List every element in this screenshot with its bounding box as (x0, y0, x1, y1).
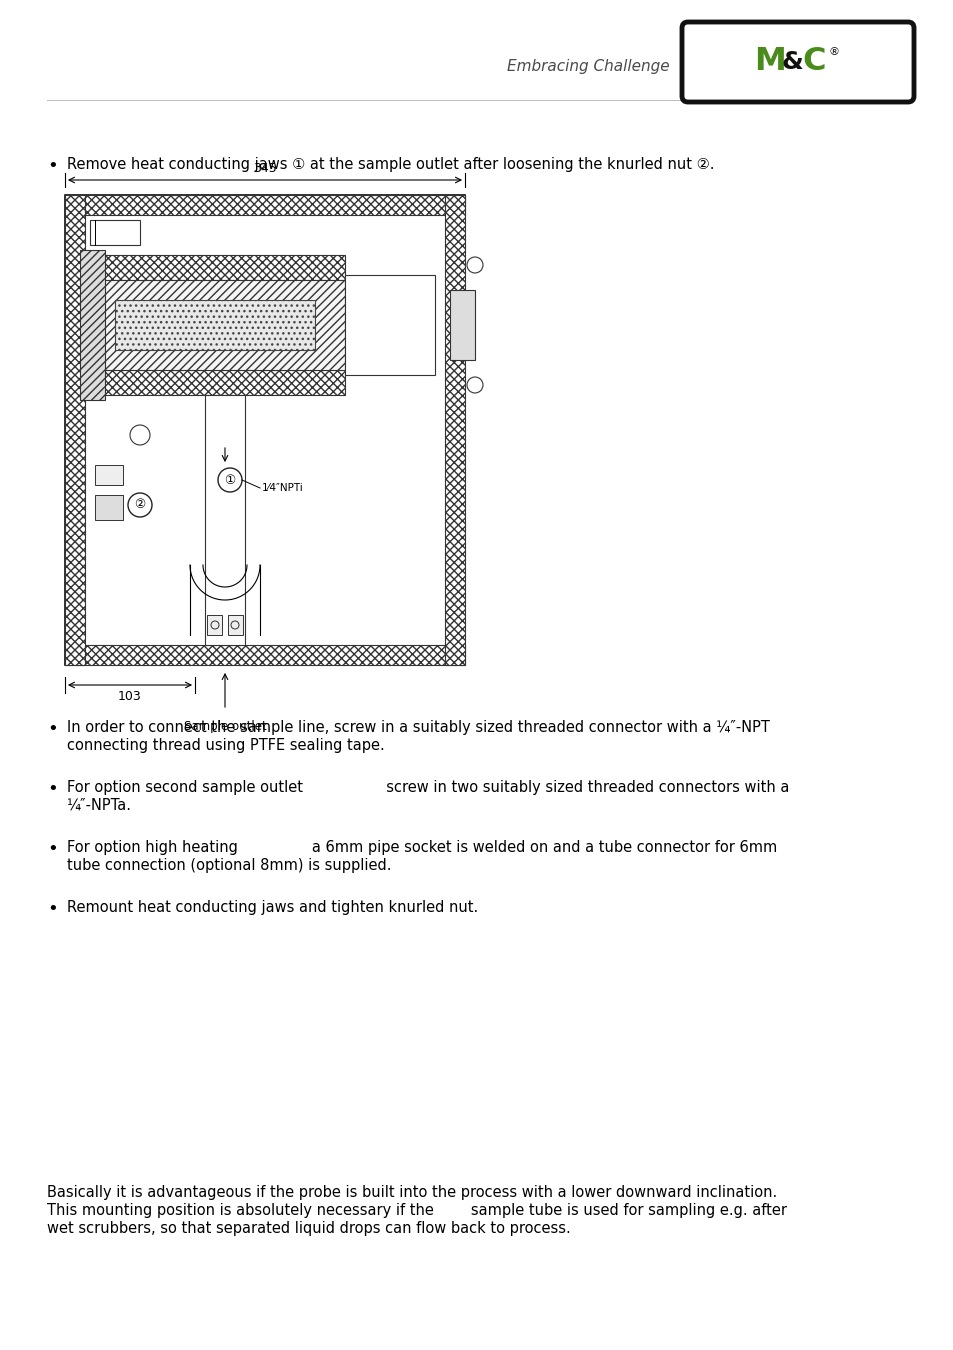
Text: •: • (47, 840, 58, 859)
Text: 103: 103 (118, 690, 142, 703)
Bar (444, 194, 464, 666)
Bar (95, 464, 123, 485)
Bar (345, 275, 435, 375)
Text: ®: ® (827, 47, 839, 57)
Text: M: M (753, 46, 785, 77)
Bar (115, 300, 314, 350)
Text: wet scrubbers, so that separated liquid drops can flow back to process.: wet scrubbers, so that separated liquid … (47, 1220, 570, 1237)
Text: ②: ② (134, 498, 146, 512)
Bar (85, 370, 345, 396)
Bar (205, 396, 245, 645)
Text: C: C (801, 46, 825, 77)
Text: connecting thread using PTFE sealing tape.: connecting thread using PTFE sealing tap… (67, 738, 384, 753)
Text: •: • (47, 900, 58, 918)
Text: Embracing Challenge: Embracing Challenge (507, 59, 669, 74)
Bar (85, 255, 345, 279)
Bar (80, 250, 105, 400)
Bar (65, 645, 464, 666)
Text: tube connection (optional 8mm) is supplied.: tube connection (optional 8mm) is suppli… (67, 859, 391, 873)
FancyBboxPatch shape (681, 22, 913, 103)
Text: ①: ① (224, 474, 235, 486)
Text: 1⁄4″NPTi: 1⁄4″NPTi (262, 483, 303, 493)
Bar (207, 616, 222, 634)
Text: 345: 345 (253, 162, 276, 176)
Text: &: & (781, 50, 802, 74)
Circle shape (467, 256, 482, 273)
Bar (65, 194, 85, 666)
Text: This mounting position is absolutely necessary if the        sample tube is used: This mounting position is absolutely nec… (47, 1203, 786, 1218)
Text: Remove heat conducting jaws ① at the sample outlet after loosening the knurled n: Remove heat conducting jaws ① at the sam… (67, 157, 714, 171)
Bar (228, 616, 243, 634)
Bar (90, 220, 140, 244)
Text: •: • (47, 157, 58, 176)
Text: Remount heat conducting jaws and tighten knurled nut.: Remount heat conducting jaws and tighten… (67, 900, 477, 915)
Text: •: • (47, 720, 58, 738)
Text: Sample outlet: Sample outlet (183, 720, 266, 733)
Text: In order to connect the sample line, screw in a suitably sized threaded connecto: In order to connect the sample line, scr… (67, 720, 769, 734)
Text: •: • (47, 780, 58, 798)
Text: ¼″-NPTa.: ¼″-NPTa. (67, 798, 132, 813)
Text: For option second sample outlet                  screw in two suitably sized thr: For option second sample outlet screw in… (67, 780, 788, 795)
Circle shape (467, 377, 482, 393)
Text: For option high heating                a 6mm pipe socket is welded on and a tube: For option high heating a 6mm pipe socke… (67, 840, 777, 855)
Bar (95, 495, 123, 520)
Bar (65, 194, 464, 215)
Bar (65, 194, 464, 666)
Bar (450, 290, 475, 360)
Text: Basically it is advantageous if the probe is built into the process with a lower: Basically it is advantageous if the prob… (47, 1185, 777, 1200)
Bar (85, 279, 345, 370)
